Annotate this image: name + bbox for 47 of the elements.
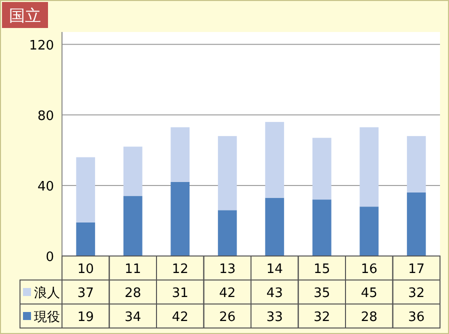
x-tick-label: 13 bbox=[219, 262, 236, 277]
x-tick-label: 17 bbox=[408, 262, 425, 277]
bar bbox=[312, 138, 332, 200]
data-label: 31 bbox=[172, 286, 188, 301]
data-label: 35 bbox=[314, 286, 330, 301]
data-label: 42 bbox=[219, 286, 236, 301]
bar bbox=[170, 127, 190, 182]
legend-label: 浪人 bbox=[34, 285, 60, 301]
data-label: 19 bbox=[77, 310, 94, 325]
x-tick-label: 16 bbox=[360, 262, 378, 277]
y-tick-label: 80 bbox=[37, 108, 54, 124]
data-label: 32 bbox=[408, 286, 425, 301]
x-tick-label: 11 bbox=[124, 262, 142, 277]
bar bbox=[123, 146, 142, 196]
bar bbox=[218, 136, 237, 210]
data-label: 37 bbox=[77, 286, 94, 301]
y-tick-label: 120 bbox=[29, 38, 54, 54]
bar bbox=[170, 182, 190, 256]
legend-label: 現役 bbox=[34, 310, 60, 325]
bar bbox=[218, 210, 237, 256]
bar bbox=[406, 136, 426, 193]
bar bbox=[76, 222, 96, 256]
data-label: 26 bbox=[219, 310, 236, 325]
x-tick-label: 12 bbox=[172, 262, 188, 277]
data-label: 42 bbox=[172, 310, 188, 325]
x-tick-label: 10 bbox=[77, 262, 94, 277]
data-label: 34 bbox=[124, 310, 142, 325]
bar bbox=[265, 198, 284, 256]
bar bbox=[406, 192, 426, 256]
bar bbox=[312, 200, 332, 256]
bar bbox=[360, 206, 379, 256]
data-label: 45 bbox=[360, 286, 378, 301]
data-label: 33 bbox=[266, 310, 283, 325]
bar bbox=[265, 122, 284, 198]
y-tick-label: 40 bbox=[37, 179, 54, 194]
data-label: 32 bbox=[314, 310, 330, 325]
bar bbox=[360, 127, 379, 207]
data-label: 28 bbox=[360, 310, 378, 325]
bar bbox=[76, 157, 96, 222]
x-tick-label: 14 bbox=[266, 262, 283, 277]
y-tick-label: 0 bbox=[46, 250, 54, 265]
data-label: 43 bbox=[266, 286, 283, 301]
bar bbox=[123, 196, 142, 256]
chart-title: 国立 bbox=[9, 6, 41, 25]
data-label: 28 bbox=[124, 286, 142, 301]
data-label: 36 bbox=[408, 310, 425, 325]
x-tick-label: 15 bbox=[314, 262, 330, 277]
